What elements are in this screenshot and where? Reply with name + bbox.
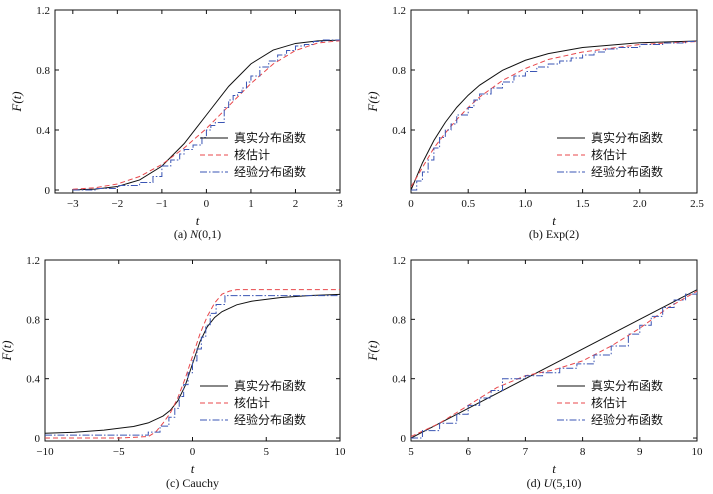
x-tick-label: 9 [637,446,643,458]
x-tick-label: 0.5 [461,198,475,210]
series-line-dashdot [411,289,697,439]
x-tick-label: −3 [67,198,79,210]
y-tick-label: 0.8 [392,314,406,326]
legend-label: 经验分布函数 [234,164,306,179]
chart-panel-2: 0 0.5 1.0 1.5 2.0 2.5 0.4 0.8 1.2 t F(t) 真实分布函数核估计经… [365,5,704,241]
x-tick-label: 0 [204,198,210,210]
chart-panel-1: −3 −2 −1 0 1 2 3 0 0.4 0.8 1.2 t F(t) 真实分布函数核估计经验分布函数… [9,5,343,241]
series-line-dashed [45,289,340,439]
y-tick-label: 0.4 [392,125,406,137]
plot-frame [54,9,341,194]
caption-suffix: Cauchy [182,476,219,490]
legend-label: 核估计 [234,396,270,410]
legend-label: 经验分布函数 [591,412,663,427]
legend-label: 真实分布函数 [234,130,306,145]
x-tick-label: −10 [36,446,54,458]
x-tick-label: 5 [408,446,414,458]
series-group [45,289,340,439]
x-tick-label: 0 [408,198,414,210]
x-tick-label: −5 [113,446,125,458]
legend-label: 核估计 [591,148,627,162]
caption-prefix: (a) [174,227,190,241]
legend-label: 核估计 [234,148,270,162]
panel-caption: (d) U(5,10) [527,476,582,490]
series-line-solid [411,289,697,439]
caption-suffix: (0,1) [198,227,221,241]
panel-caption: (c) Cauchy [166,476,219,490]
series-line-dashdot [411,40,697,191]
y-tick-label: 0.8 [392,65,406,77]
y-axis-label: F(t) [0,340,14,361]
series-line-dashed [411,290,697,438]
y-tick-label: 0 [401,433,407,445]
caption-prefix: (c) [166,476,182,490]
x-tick-label: 1.5 [576,198,590,210]
y-tick-label: 0.8 [36,65,50,77]
x-tick-label: 0 [190,446,196,458]
series-line-dashed [72,40,340,190]
plot-frame [410,259,698,442]
y-tick-label: 1.2 [26,255,40,267]
y-axis-label: F(t) [365,91,380,112]
panel-caption: (a) N(0,1) [174,227,221,241]
caption-prefix: (b) [529,227,546,241]
x-tick-label: 8 [580,446,586,458]
series-line-solid [411,40,697,191]
x-tick-label: 5 [264,446,270,458]
x-tick-label: 2.0 [633,198,647,210]
y-tick-label: 0.4 [36,125,50,137]
caption-italic: N [189,227,199,241]
legend-label: 真实分布函数 [591,130,663,145]
x-axis-label: t [552,213,556,228]
legend-label: 真实分布函数 [234,378,306,393]
x-tick-label: 1.0 [519,198,533,210]
caption-prefix: (d) [527,476,544,490]
x-axis-label: t [196,213,200,228]
x-axis-label: t [552,461,556,476]
legend-label: 经验分布函数 [591,164,663,179]
legend-label: 经验分布函数 [234,412,306,427]
series-line-dashed [411,41,697,188]
y-tick-label: 0.4 [26,374,40,386]
y-axis-label: F(t) [365,340,380,361]
panel-caption: (b) Exp(2) [529,227,579,241]
y-axis-label: F(t) [9,91,24,112]
y-tick-label: 0 [45,185,51,197]
caption-italic: U [544,476,554,490]
y-tick-label: 1.2 [36,5,50,17]
y-tick-label: 0 [35,433,41,445]
legend-label: 核估计 [591,396,627,410]
x-tick-label: 2.5 [690,198,704,210]
x-tick-label: 1 [248,198,254,210]
y-tick-label: 0.4 [392,374,406,386]
x-axis-label: t [191,461,195,476]
x-tick-label: 3 [337,198,343,210]
x-tick-label: 10 [692,446,704,458]
plot-frame [410,9,698,194]
y-tick-label: 1.2 [392,255,406,267]
series-group [411,40,697,191]
x-tick-label: −1 [156,198,168,210]
series-line-dashdot [72,39,340,191]
caption-suffix: Exp(2) [546,227,579,241]
y-tick-label: 1.2 [392,5,406,17]
x-tick-label: 10 [335,446,347,458]
series-group [72,39,340,191]
x-tick-label: −2 [111,198,123,210]
legend-label: 真实分布函数 [591,378,663,393]
x-tick-label: 2 [293,198,299,210]
series-group [411,289,697,439]
x-tick-label: 6 [465,446,471,458]
y-tick-label: 0.8 [26,314,40,326]
series-line-dashdot [45,295,340,436]
caption-suffix: (5,10) [552,476,581,490]
x-tick-label: 7 [523,446,529,458]
